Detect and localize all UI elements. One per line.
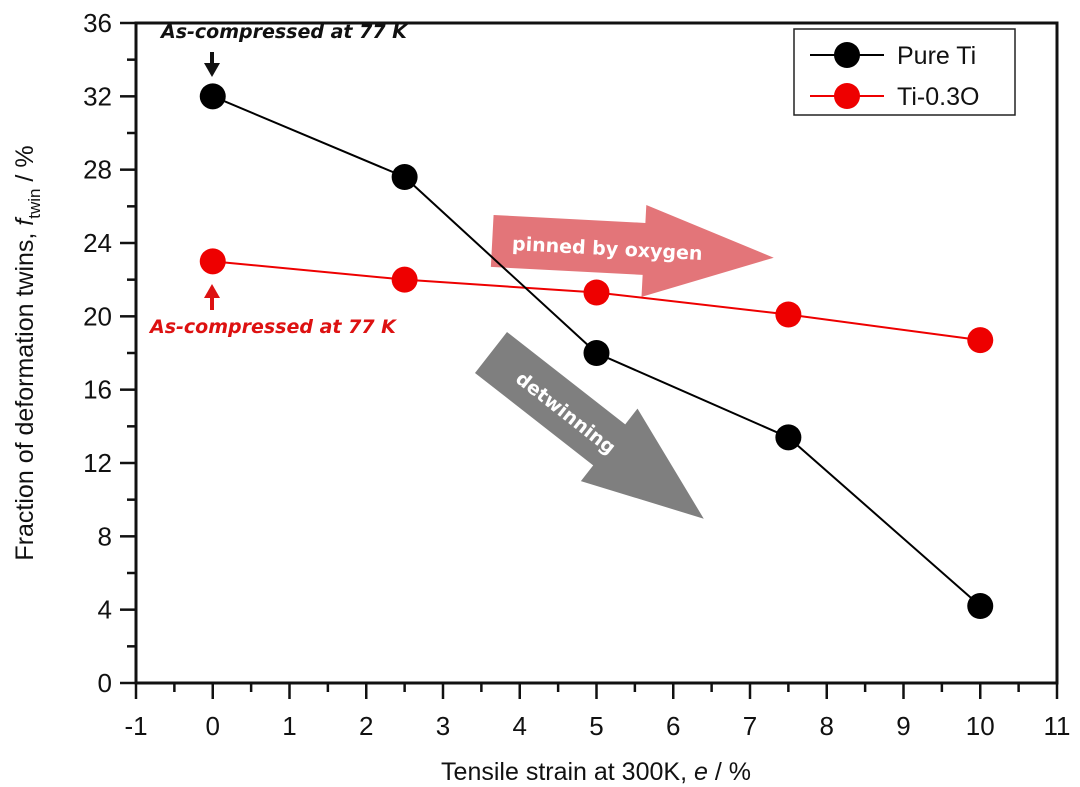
annotation-arrow-red xyxy=(204,284,220,310)
data-point-pure-ti xyxy=(775,424,802,451)
legend-label-pure-ti: Pure Ti xyxy=(897,42,976,70)
y-tick-label: 24 xyxy=(83,228,112,258)
data-point-ti-0-3o xyxy=(583,279,610,306)
x-tick-label: 10 xyxy=(966,711,995,741)
y-tick-label: 12 xyxy=(83,448,112,478)
data-point-pure-ti xyxy=(967,593,994,619)
annotation-arrow-black xyxy=(204,52,220,77)
data-point-ti-0-3o xyxy=(199,248,226,275)
y-tick-label: 8 xyxy=(98,521,112,551)
x-tick-label: 4 xyxy=(513,711,527,741)
pinned-by-oxygen-arrow: pinned by oxygen xyxy=(490,204,774,297)
pinned-arrow-shape xyxy=(490,204,774,297)
annotation-arrow-red-head xyxy=(204,284,220,298)
x-tick-label: 5 xyxy=(589,711,603,741)
annotation-ti03o-as-compressed: As-compressed at 77 K xyxy=(148,316,397,338)
x-tick-label: 2 xyxy=(359,711,373,741)
x-tick-label: 3 xyxy=(436,711,450,741)
y-tick-label: 32 xyxy=(83,81,112,111)
x-tick-label: 7 xyxy=(743,711,757,741)
detwinning-arrow-shape xyxy=(474,332,704,519)
data-point-pure-ti xyxy=(391,164,418,190)
legend-marker-ti03o xyxy=(834,83,860,109)
y-tick-label: 16 xyxy=(83,375,112,405)
x-axis-title: Tensile strain at 300K, e / % xyxy=(441,758,751,786)
y-tick-label: 36 xyxy=(83,8,112,38)
annotation-arrow-black-shaft xyxy=(210,52,214,64)
x-tick-label: 9 xyxy=(896,711,910,741)
legend: Pure Ti Ti-0.3O xyxy=(793,28,1016,116)
data-point-ti-0-3o xyxy=(775,301,802,328)
legend-marker-pure-ti xyxy=(834,42,860,68)
y-tick-label: 28 xyxy=(83,155,112,185)
legend-box xyxy=(793,28,1016,116)
data-point-pure-ti xyxy=(583,340,610,366)
y-axis-title: Fraction of deformation twins, ftwin / % xyxy=(11,145,44,560)
data-point-ti-0-3o xyxy=(967,327,994,354)
y-tick-label: 20 xyxy=(83,301,112,331)
x-tick-label: -1 xyxy=(124,711,147,741)
legend-label-ti03o: Ti-0.3O xyxy=(897,83,979,111)
annotation-arrow-red-shaft xyxy=(210,297,214,310)
x-tick-label: 8 xyxy=(820,711,834,741)
x-tick-label: 11 xyxy=(1044,711,1071,741)
x-tick-label: 1 xyxy=(282,711,296,741)
data-point-ti-0-3o xyxy=(391,266,418,293)
annotation-arrow-black-head xyxy=(204,63,220,77)
x-tick-label: 0 xyxy=(206,711,220,741)
data-point-pure-ti xyxy=(199,83,226,110)
y-tick-label: 0 xyxy=(98,668,112,698)
x-tick-label: 6 xyxy=(666,711,680,741)
annotation-pure-ti-as-compressed: As-compressed at 77 K xyxy=(159,21,408,43)
y-tick-label: 4 xyxy=(98,595,112,625)
